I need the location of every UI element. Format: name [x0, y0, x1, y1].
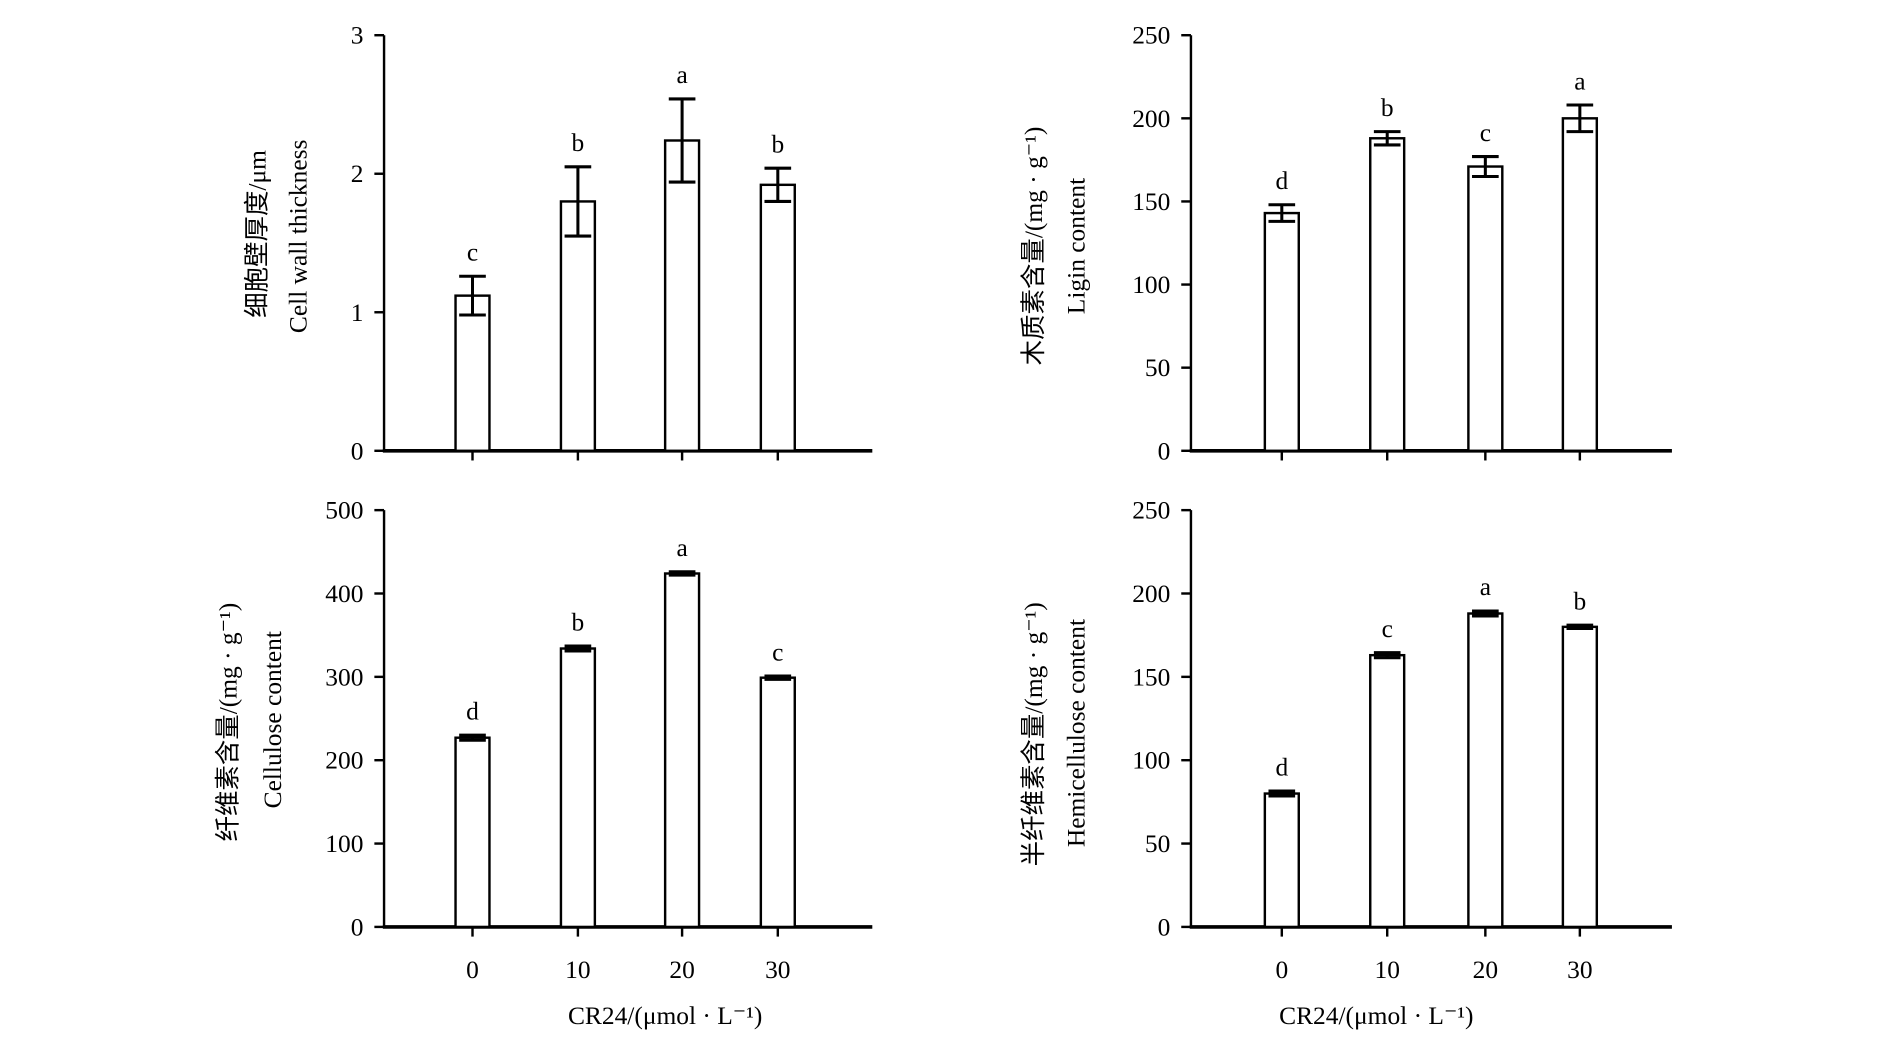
chart-0-error-bar-1: [564, 165, 592, 238]
chart-1-bar-2: [1467, 165, 1504, 452]
chart-0-error-bar-0: [459, 274, 486, 317]
chart-1-y-tick-label-4: 200: [1132, 104, 1170, 133]
chart-0-significance-letter-1: b: [572, 128, 585, 157]
chart-2-error-bar-0: [459, 733, 486, 742]
chart-2-bar-2: [663, 572, 701, 929]
chart-0-error-bar-3: [764, 166, 792, 203]
chart-1-significance-letter-3: a: [1574, 66, 1585, 95]
chart-2-x-tick-label-2: 20: [669, 955, 694, 984]
chart-2-ylabel-cn: 纤维素含量/(mg · g⁻¹): [213, 603, 242, 842]
chart-3-xlabel: CR24/(μmol · L⁻¹): [1279, 1001, 1473, 1030]
chart-2-bar-0: [454, 736, 491, 929]
chart-1-bar-0: [1263, 211, 1300, 452]
chart-0-bar-2: [663, 139, 701, 452]
chart-1-error-bar-3: [1566, 103, 1594, 134]
chart-1-y-tick-label-1: 50: [1145, 353, 1170, 382]
chart-2-significance-letter-3: c: [772, 637, 783, 666]
chart-3-x-tick-label-3: 30: [1567, 955, 1592, 984]
chart-1: 0 50 100 150 200 250 d b c a 木质素含量/(mg · g⁻¹) Ligin…: [1019, 21, 1672, 465]
chart-0-significance-letter-3: b: [771, 129, 784, 158]
chart-0-y-tick-label-1: 1: [351, 298, 364, 327]
chart-1-significance-letter-0: d: [1275, 166, 1288, 195]
chart-3-error-bar-2: [1472, 609, 1499, 618]
chart-0-y-tick-label-0: 0: [351, 436, 364, 465]
chart-0-significance-letter-2: a: [676, 60, 687, 89]
chart-2-y-tick-label-0: 0: [351, 912, 364, 941]
chart-2-ylabel-en: Cellulose content: [258, 631, 287, 808]
chart-2-x-tick-label-0: 0: [466, 955, 479, 984]
chart-2-significance-letter-1: b: [572, 607, 585, 636]
chart-1-y-tick-label-2: 100: [1132, 270, 1170, 299]
chart-3-ylabel-en: Hemicellulose content: [1061, 619, 1090, 847]
chart-3-x-tick-label-1: 10: [1374, 955, 1399, 984]
chart-0-bar-3: [759, 183, 796, 452]
chart-3-x-tick-label-0: 0: [1275, 955, 1288, 984]
chart-2-error-bar-2: [668, 570, 696, 577]
chart-3-y-tick-label-2: 100: [1132, 746, 1170, 775]
chart-3-ylabel-cn: 半纤维素含量/(mg · g⁻¹): [1019, 602, 1048, 866]
chart-2-y-tick-label-2: 200: [325, 746, 363, 775]
chart-3-significance-letter-3: b: [1573, 586, 1586, 615]
chart-1-bar-3: [1561, 117, 1599, 452]
chart-1-significance-letter-1: b: [1381, 93, 1394, 122]
chart-3-y-tick-label-3: 150: [1132, 662, 1170, 691]
chart-1-significance-letter-2: c: [1480, 118, 1491, 147]
chart-1-y-tick-label-3: 150: [1132, 187, 1170, 216]
chart-2-error-bar-3: [764, 674, 792, 681]
chart-panels: 0 1 2 3 c b a b 细胞壁厚度/μm Cell wall thickness 0 50 10…: [213, 21, 1672, 1030]
chart-2-significance-letter-0: d: [466, 696, 479, 725]
chart-0: 0 1 2 3 c b a b 细胞壁厚度/μm Cell wall thickness: [242, 21, 873, 465]
chart-2-bar-1: [559, 647, 597, 929]
chart-0-bar-1: [559, 200, 597, 452]
chart-3-y-tick-label-4: 200: [1132, 579, 1170, 608]
chart-0-ylabel-cn: 细胞壁厚度/μm: [242, 150, 271, 318]
chart-3-bar-3: [1561, 625, 1599, 929]
chart-2-y-tick-label-3: 300: [325, 662, 363, 691]
chart-2-significance-letter-2: a: [676, 533, 687, 562]
chart-3-bar-2: [1467, 612, 1504, 929]
chart-2-bar-3: [759, 676, 796, 929]
chart-2-xlabel: CR24/(μmol · L⁻¹): [568, 1001, 762, 1030]
chart-1-ylabel-cn: 木质素含量/(mg · g⁻¹): [1019, 127, 1048, 366]
chart-0-y-tick-label-2: 2: [351, 159, 364, 188]
chart-3: 0 50 100 150 200 250 d 0 c 10 a 20 b 30 半纤维素含量/(mg · g…: [1019, 496, 1672, 1030]
chart-1-y-tick-label-0: 0: [1158, 436, 1171, 465]
chart-3-y-tick-label-5: 250: [1132, 496, 1170, 525]
chart-2: 0 100 200 300 400 500 d 0 b 10 a 20 c 30 纤维素含量/(mg · g…: [213, 496, 873, 1030]
chart-3-bar-1: [1369, 653, 1406, 929]
chart-1-error-bar-0: [1268, 203, 1296, 223]
chart-1-error-bar-1: [1373, 130, 1401, 147]
chart-0-ylabel-en: Cell wall thickness: [284, 140, 313, 334]
chart-0-bar-0: [454, 294, 491, 452]
chart-3-error-bar-3: [1566, 623, 1594, 631]
chart-0-error-bar-2: [668, 97, 696, 184]
chart-3-error-bar-1: [1373, 651, 1401, 660]
chart-3-error-bar-0: [1268, 789, 1296, 798]
chart-3-x-tick-label-2: 20: [1473, 955, 1498, 984]
chart-2-x-tick-label-1: 10: [565, 955, 590, 984]
chart-1-error-bar-2: [1472, 155, 1499, 179]
chart-3-significance-letter-0: d: [1275, 752, 1288, 781]
chart-2-error-bar-1: [564, 644, 592, 653]
chart-2-y-tick-label-5: 500: [325, 496, 363, 525]
chart-2-y-tick-label-4: 400: [325, 579, 363, 608]
chart-0-y-tick-label-3: 3: [351, 21, 364, 50]
chart-3-significance-letter-1: c: [1382, 614, 1393, 643]
chart-2-y-tick-label-1: 100: [325, 829, 363, 858]
chart-3-bar-0: [1263, 792, 1300, 929]
chart-0-significance-letter-0: c: [467, 237, 478, 266]
chart-3-significance-letter-2: a: [1480, 572, 1491, 601]
chart-1-y-tick-label-5: 250: [1132, 21, 1170, 50]
chart-2-x-tick-label-3: 30: [765, 955, 790, 984]
chart-1-ylabel-en: Ligin content: [1061, 178, 1090, 314]
chart-1-bar-1: [1369, 137, 1406, 452]
chart-3-y-tick-label-1: 50: [1145, 829, 1170, 858]
chart-3-y-tick-label-0: 0: [1158, 912, 1171, 941]
